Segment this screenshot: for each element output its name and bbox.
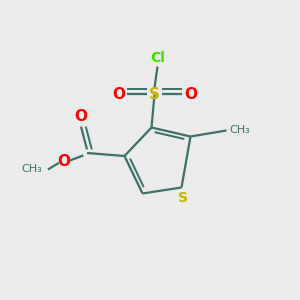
Text: CH₃: CH₃ [21, 164, 42, 174]
Text: CH₃: CH₃ [229, 125, 250, 135]
Text: O: O [112, 87, 125, 102]
Text: S: S [178, 191, 188, 205]
Text: O: O [74, 109, 87, 124]
Text: S: S [149, 87, 160, 102]
Text: Cl: Cl [150, 52, 165, 65]
Text: O: O [57, 154, 70, 169]
Text: O: O [184, 87, 197, 102]
